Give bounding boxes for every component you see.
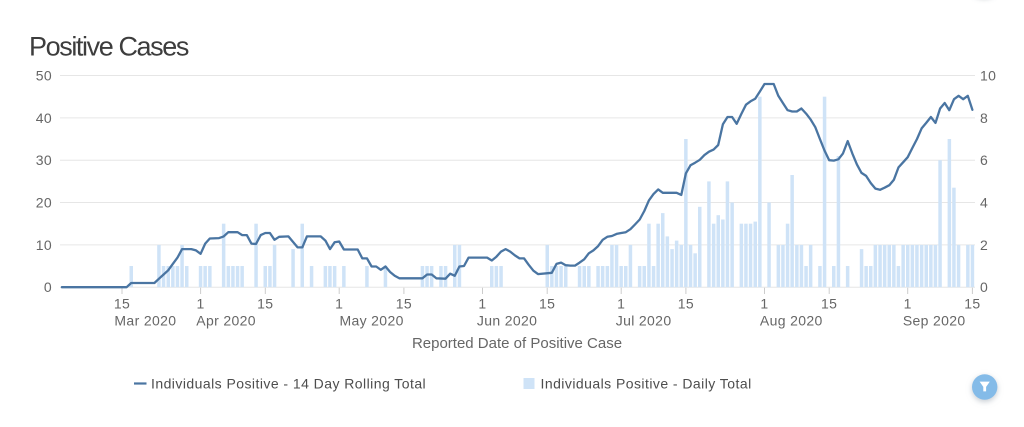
svg-text:Mar 2020: Mar 2020 [114, 313, 176, 329]
svg-text:Apr 2020: Apr 2020 [196, 313, 256, 329]
svg-text:8: 8 [980, 110, 988, 126]
svg-text:50: 50 [36, 68, 52, 84]
svg-text:1: 1 [760, 296, 768, 312]
svg-text:15: 15 [539, 296, 555, 312]
svg-text:Sep 2020: Sep 2020 [903, 313, 966, 329]
svg-text:Jun 2020: Jun 2020 [477, 313, 537, 329]
svg-text:1: 1 [478, 296, 486, 312]
svg-text:May 2020: May 2020 [339, 313, 403, 329]
svg-text:Individuals Positive - 14 Day: Individuals Positive - 14 Day Rolling To… [151, 376, 426, 392]
svg-text:4: 4 [980, 195, 988, 211]
svg-text:Reported Date of Positive Case: Reported Date of Positive Case [412, 335, 622, 352]
svg-text:0: 0 [980, 279, 988, 295]
svg-text:1: 1 [904, 296, 912, 312]
svg-text:15: 15 [821, 296, 837, 312]
svg-text:Jul 2020: Jul 2020 [616, 313, 672, 329]
svg-text:0: 0 [44, 279, 52, 295]
svg-text:1: 1 [617, 296, 625, 312]
svg-text:10: 10 [36, 237, 52, 253]
svg-text:10: 10 [980, 68, 996, 84]
svg-text:15: 15 [114, 296, 130, 312]
svg-text:6: 6 [980, 152, 988, 168]
svg-text:1: 1 [335, 296, 343, 312]
svg-text:30: 30 [36, 152, 52, 168]
svg-text:40: 40 [36, 110, 52, 126]
svg-text:15: 15 [964, 296, 980, 312]
svg-text:Positive Cases: Positive Cases [29, 32, 189, 62]
svg-text:20: 20 [36, 195, 52, 211]
svg-text:15: 15 [396, 296, 412, 312]
svg-text:1: 1 [197, 296, 205, 312]
svg-text:Individuals Positive - Daily T: Individuals Positive - Daily Total [541, 376, 752, 392]
svg-text:15: 15 [257, 296, 273, 312]
svg-text:Aug 2020: Aug 2020 [760, 313, 823, 329]
svg-text:15: 15 [678, 296, 694, 312]
svg-text:2: 2 [980, 237, 988, 253]
